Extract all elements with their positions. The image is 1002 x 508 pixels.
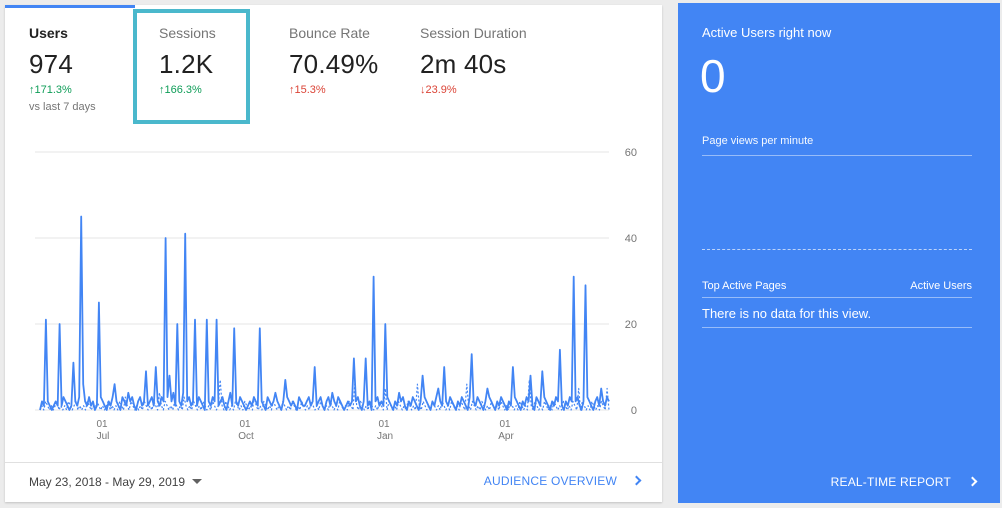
audience-overview-card: Users 974 ↑171.3% vs last 7 days Session… <box>5 5 662 502</box>
svg-text:01: 01 <box>378 419 390 430</box>
series-line-current <box>39 215 610 411</box>
active-users-column-label: Active Users <box>910 280 972 292</box>
realtime-report-link[interactable]: REAL-TIME REPORT <box>830 475 978 489</box>
metric-change-users: ↑171.3% <box>29 84 72 96</box>
chevron-right-icon <box>967 476 978 487</box>
pageviews-label: Page views per minute <box>702 135 814 147</box>
caret-down-icon <box>192 479 203 485</box>
metric-value-bounce-rate: 70.49% <box>289 49 379 79</box>
divider <box>702 327 972 328</box>
top-pages-header: Top Active Pages Active Users <box>702 280 972 292</box>
y-tick-label: 60 <box>625 147 637 159</box>
change-value: 166.3% <box>164 84 202 96</box>
y-tick-label: 0 <box>631 405 637 417</box>
metric-change-session-duration: ↓23.9% <box>420 84 457 96</box>
arrow-up-icon: ↑ <box>29 84 35 96</box>
active-user-count: 0 <box>700 50 726 102</box>
metric-label-sessions: Sessions <box>159 25 216 41</box>
realtime-card: Active Users right now 0 Page views per … <box>678 3 1000 503</box>
change-value: 15.3% <box>294 84 326 96</box>
y-axis-labels: 60 40 20 0 <box>625 147 637 417</box>
chevron-right-icon <box>631 475 642 486</box>
metric-tab-bounce-rate[interactable]: Bounce Rate 70.49% ↑15.3% <box>289 5 399 125</box>
chart-grid <box>35 151 609 411</box>
realtime-title: Active Users right now <box>702 25 832 40</box>
svg-text:Apr: Apr <box>498 431 514 442</box>
selected-tab-indicator <box>5 5 135 8</box>
top-pages-label: Top Active Pages <box>702 280 787 292</box>
svg-text:01: 01 <box>499 419 511 430</box>
divider <box>702 297 972 298</box>
series-line-previous <box>39 379 610 411</box>
metric-label-bounce-rate: Bounce Rate <box>289 25 370 41</box>
svg-text:01: 01 <box>239 419 251 430</box>
metric-change-sessions: ↑166.3% <box>159 84 202 96</box>
arrow-up-icon: ↑ <box>159 84 165 96</box>
sessions-highlight-box <box>133 9 250 124</box>
realtime-report-label: REAL-TIME REPORT <box>830 475 951 489</box>
svg-text:Jul: Jul <box>97 431 110 442</box>
metric-change-bounce-rate: ↑15.3% <box>289 84 326 96</box>
metric-tab-sessions[interactable]: Sessions 1.2K ↑166.3% <box>159 5 259 125</box>
svg-text:Jan: Jan <box>377 431 393 442</box>
chart-series <box>39 215 610 411</box>
pageviews-baseline <box>702 249 972 250</box>
arrow-down-icon: ↓ <box>420 84 426 96</box>
divider <box>702 155 972 156</box>
metric-value-users: 974 <box>29 49 73 79</box>
metric-label-users: Users <box>29 25 68 41</box>
metric-label-session-duration: Session Duration <box>420 25 527 41</box>
date-range-label: May 23, 2018 - May 29, 2019 <box>29 475 186 489</box>
no-data-message: There is no data for this view. <box>702 306 872 321</box>
metric-tab-session-duration[interactable]: Session Duration 2m 40s ↓23.9% <box>420 5 550 125</box>
metric-value-sessions: 1.2K <box>159 49 214 79</box>
card-footer: May 23, 2018 - May 29, 2019 AUDIENCE OVE… <box>5 462 662 502</box>
date-range-selector[interactable]: May 23, 2018 - May 29, 2019 <box>29 475 203 489</box>
change-value: 171.3% <box>34 84 72 96</box>
arrow-up-icon: ↑ <box>289 84 295 96</box>
audience-overview-link[interactable]: AUDIENCE OVERVIEW <box>483 474 642 488</box>
change-value: 23.9% <box>425 84 457 96</box>
svg-text:Oct: Oct <box>238 431 254 442</box>
audience-overview-label: AUDIENCE OVERVIEW <box>483 474 617 488</box>
metric-tab-users[interactable]: Users 974 ↑171.3% <box>29 5 129 125</box>
y-tick-label: 20 <box>625 319 637 331</box>
comparison-label: vs last 7 days <box>29 101 96 113</box>
svg-text:01: 01 <box>96 419 108 430</box>
y-tick-label: 40 <box>625 233 637 245</box>
metric-value-session-duration: 2m 40s <box>420 49 507 79</box>
